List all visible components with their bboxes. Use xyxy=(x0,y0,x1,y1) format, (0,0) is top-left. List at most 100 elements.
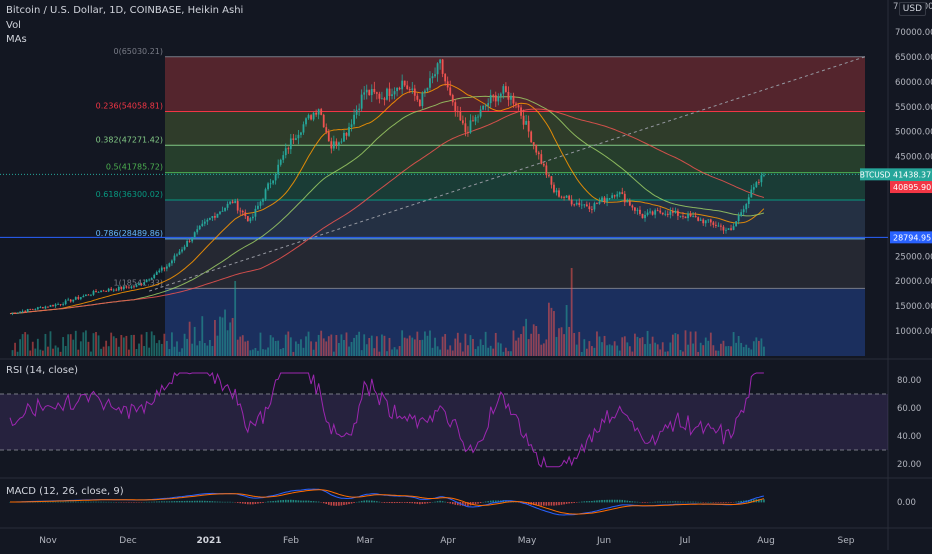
candle-body xyxy=(70,300,72,302)
candle-body xyxy=(179,252,181,255)
macd-histogram-bar xyxy=(611,500,613,503)
volume-bar xyxy=(138,344,140,356)
volume-bar xyxy=(39,350,41,356)
volume-bar xyxy=(378,352,380,356)
macd-histogram-bar xyxy=(566,502,568,504)
volume-bar xyxy=(738,336,740,356)
volume-bar xyxy=(151,331,153,356)
price-tick-label: 20000.00 xyxy=(895,277,932,287)
macd-histogram-bar xyxy=(80,502,82,503)
volume-bar xyxy=(573,333,575,356)
macd-histogram-bar xyxy=(437,501,439,502)
candle-body xyxy=(174,256,176,261)
macd-histogram-bar xyxy=(487,501,489,502)
fib-zone xyxy=(165,111,865,145)
macd-histogram-bar xyxy=(222,502,224,503)
candle-body xyxy=(669,211,671,214)
macd-histogram-bar xyxy=(161,501,163,502)
volume-bar xyxy=(728,346,730,356)
candle-body xyxy=(386,89,388,100)
candle-body xyxy=(67,300,69,301)
macd-histogram-bar xyxy=(627,501,629,503)
rsi-title[interactable]: RSI (14, close) xyxy=(6,365,78,376)
volume-bar xyxy=(429,331,431,356)
volume-bar xyxy=(199,341,201,356)
volume-bar xyxy=(583,339,585,356)
candle-body xyxy=(538,153,540,155)
macd-histogram-bar xyxy=(171,501,173,502)
volume-bar xyxy=(348,347,350,356)
macd-histogram-bar xyxy=(677,502,679,503)
volume-bar xyxy=(389,338,391,356)
macd-histogram-bar xyxy=(644,502,646,503)
volume-bar xyxy=(234,281,236,356)
volume-bar xyxy=(285,335,287,356)
macd-histogram-bar xyxy=(346,502,348,505)
macd-histogram-bar xyxy=(659,502,661,503)
volume-bar xyxy=(62,337,64,356)
candle-body xyxy=(487,103,489,106)
currency-badge[interactable]: USD xyxy=(899,2,926,16)
volume-bar xyxy=(609,344,611,356)
volume-bar xyxy=(277,341,279,356)
volume-bar xyxy=(120,335,122,356)
volume-bar xyxy=(50,331,52,356)
candle-body xyxy=(118,287,120,290)
volume-bar xyxy=(667,351,669,356)
macd-histogram-bar xyxy=(538,502,540,505)
candle-body xyxy=(667,214,669,215)
candle-body xyxy=(52,305,54,306)
candle-body xyxy=(712,222,714,224)
macd-histogram-bar xyxy=(563,502,565,504)
volume-bar xyxy=(702,345,704,356)
macd-histogram-bar xyxy=(252,502,254,504)
volume-bar xyxy=(508,351,510,356)
volume-bar xyxy=(128,350,130,356)
volume-bar xyxy=(275,341,277,356)
macd-histogram-bar xyxy=(247,502,249,504)
volume-bar xyxy=(502,352,504,356)
macd-histogram-bar xyxy=(692,502,694,503)
candle-body xyxy=(12,313,14,314)
volume-bar xyxy=(695,331,697,356)
candle-body xyxy=(136,285,138,287)
candle-body xyxy=(394,91,396,94)
candle-body xyxy=(328,132,330,141)
volume-bar xyxy=(621,337,623,356)
volume-bar xyxy=(55,345,57,356)
macd-histogram-bar xyxy=(70,502,72,503)
time-tick-label: May xyxy=(518,536,537,546)
fib-zone xyxy=(165,145,865,172)
indicator-mas-label[interactable]: MAs xyxy=(6,34,27,45)
candle-body xyxy=(697,217,699,221)
price-badge[interactable]: 28794.95 xyxy=(890,231,932,243)
candle-body xyxy=(171,261,173,264)
volume-bar xyxy=(500,343,502,356)
indicator-vol-label[interactable]: Vol xyxy=(6,20,21,31)
volume-bar xyxy=(566,305,568,356)
macd-histogram-bar xyxy=(153,502,155,503)
macd-histogram-bar xyxy=(341,502,343,506)
fib-label: 0.236(54058.81) xyxy=(96,101,163,110)
volume-bar xyxy=(551,308,553,356)
macd-histogram-bar xyxy=(381,502,383,503)
price-badge[interactable]: 40895.90 xyxy=(890,181,932,193)
volume-bar xyxy=(212,346,214,356)
symbol-title[interactable]: Bitcoin / U.S. Dollar, 1D, COINBASE, Hei… xyxy=(6,5,243,16)
fib-label: 0.786(28489.86) xyxy=(96,229,163,238)
volume-bar xyxy=(108,346,110,356)
volume-bar xyxy=(424,331,426,356)
price-tick-label: 25000.00 xyxy=(895,252,932,262)
macd-histogram-bar xyxy=(318,502,320,503)
volume-bar xyxy=(642,337,644,356)
candle-body xyxy=(103,291,105,292)
candle-body xyxy=(143,282,145,284)
macd-title[interactable]: MACD (12, 26, close, 9) xyxy=(6,486,124,497)
macd-histogram-bar xyxy=(634,502,636,503)
candle-body xyxy=(508,92,510,100)
volume-bar xyxy=(588,341,590,356)
volume-bar xyxy=(657,344,659,356)
volume-bar xyxy=(191,344,193,356)
